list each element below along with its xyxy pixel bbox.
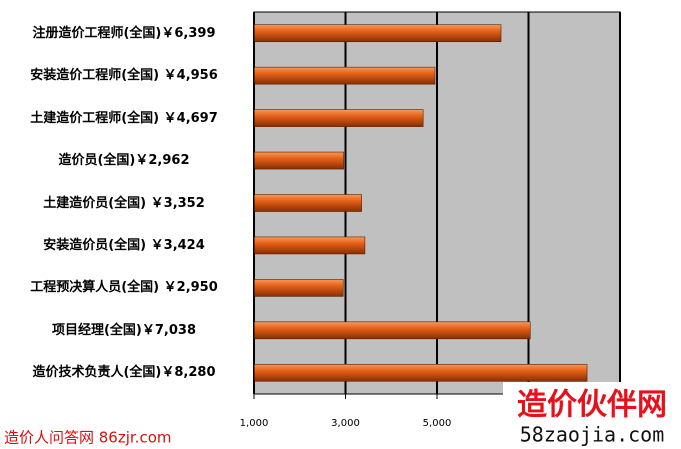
watermark: 造价伙伴网	[517, 388, 667, 423]
watermark-bg	[503, 382, 681, 449]
y-tick-label: 造价技术负责人(全国)￥8,280	[32, 365, 216, 381]
y-tick-label: 工程预决算人员(全国) ￥2,950	[30, 280, 218, 296]
bar	[253, 151, 345, 170]
watermark: 造价人问答网 86zjr.com	[4, 429, 172, 447]
bar	[253, 66, 436, 85]
y-tick-label: 安装造价工程师(全国) ￥4,956	[30, 68, 218, 84]
y-tick-label: 土建造价工程师(全国) ￥4,697	[30, 110, 218, 126]
bar	[253, 24, 502, 43]
bar	[253, 194, 362, 212]
watermark: 58zaojia.com	[520, 423, 665, 447]
bar	[253, 109, 424, 127]
bar	[253, 363, 588, 382]
bar	[253, 279, 344, 297]
y-tick-label: 注册造价工程师(全国)￥6,399	[32, 25, 216, 41]
x-tick-label: 5,000	[423, 418, 452, 429]
y-tick-label: 项目经理(全国)￥7,038	[51, 322, 196, 338]
x-tick-label: 1,000	[240, 418, 269, 429]
y-tick-label: 造价员(全国)￥2,962	[58, 153, 190, 169]
x-tick-label: 3,000	[331, 418, 360, 429]
bar	[253, 321, 531, 340]
y-tick-label: 土建造价员(全国) ￥3,352	[43, 195, 205, 211]
y-tick-label: 安装造价员(全国) ￥3,424	[43, 237, 205, 253]
bar	[253, 236, 366, 255]
